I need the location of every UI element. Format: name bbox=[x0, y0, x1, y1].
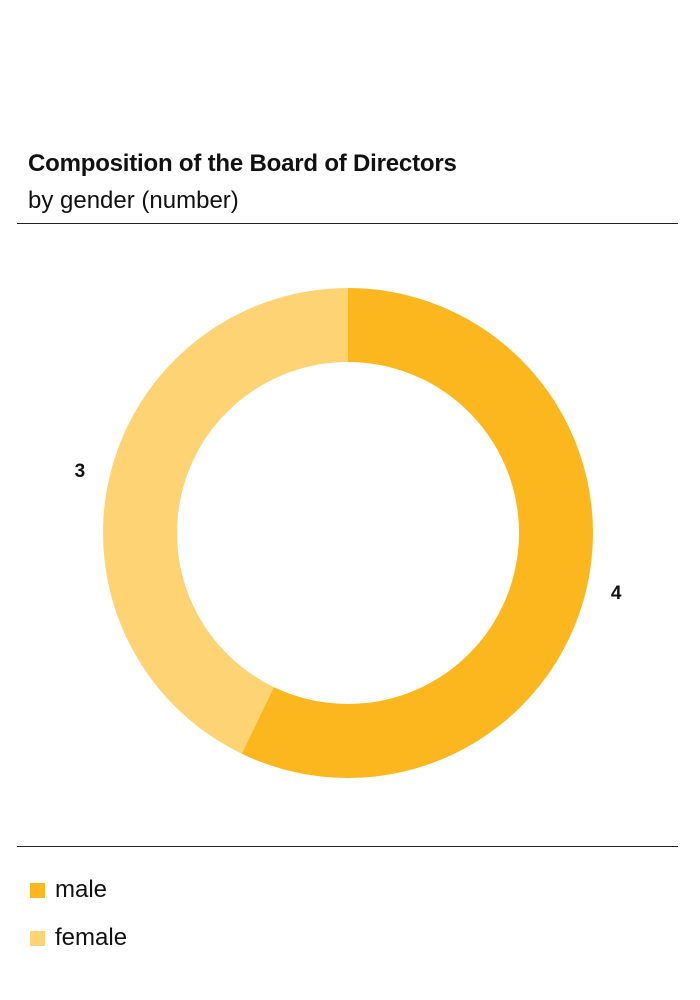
legend: male female bbox=[30, 866, 127, 962]
donut-slice-female bbox=[103, 288, 348, 754]
data-label-male: 4 bbox=[611, 583, 622, 604]
legend-swatch-female bbox=[30, 930, 45, 946]
top-divider bbox=[17, 223, 678, 224]
legend-item-male: male bbox=[30, 866, 127, 914]
legend-label-male: male bbox=[55, 876, 108, 903]
legend-item-female: female bbox=[30, 914, 127, 962]
donut-slice-male bbox=[241, 288, 594, 779]
bottom-divider bbox=[17, 846, 678, 847]
donut-chart: 43 bbox=[75, 288, 622, 779]
legend-swatch-male bbox=[30, 882, 45, 898]
chart-title: Composition of the Board of Directors bbox=[28, 150, 457, 177]
legend-label-female: female bbox=[55, 924, 128, 951]
data-label-female: 3 bbox=[75, 461, 86, 482]
chart-subtitle: by gender (number) bbox=[28, 187, 239, 214]
